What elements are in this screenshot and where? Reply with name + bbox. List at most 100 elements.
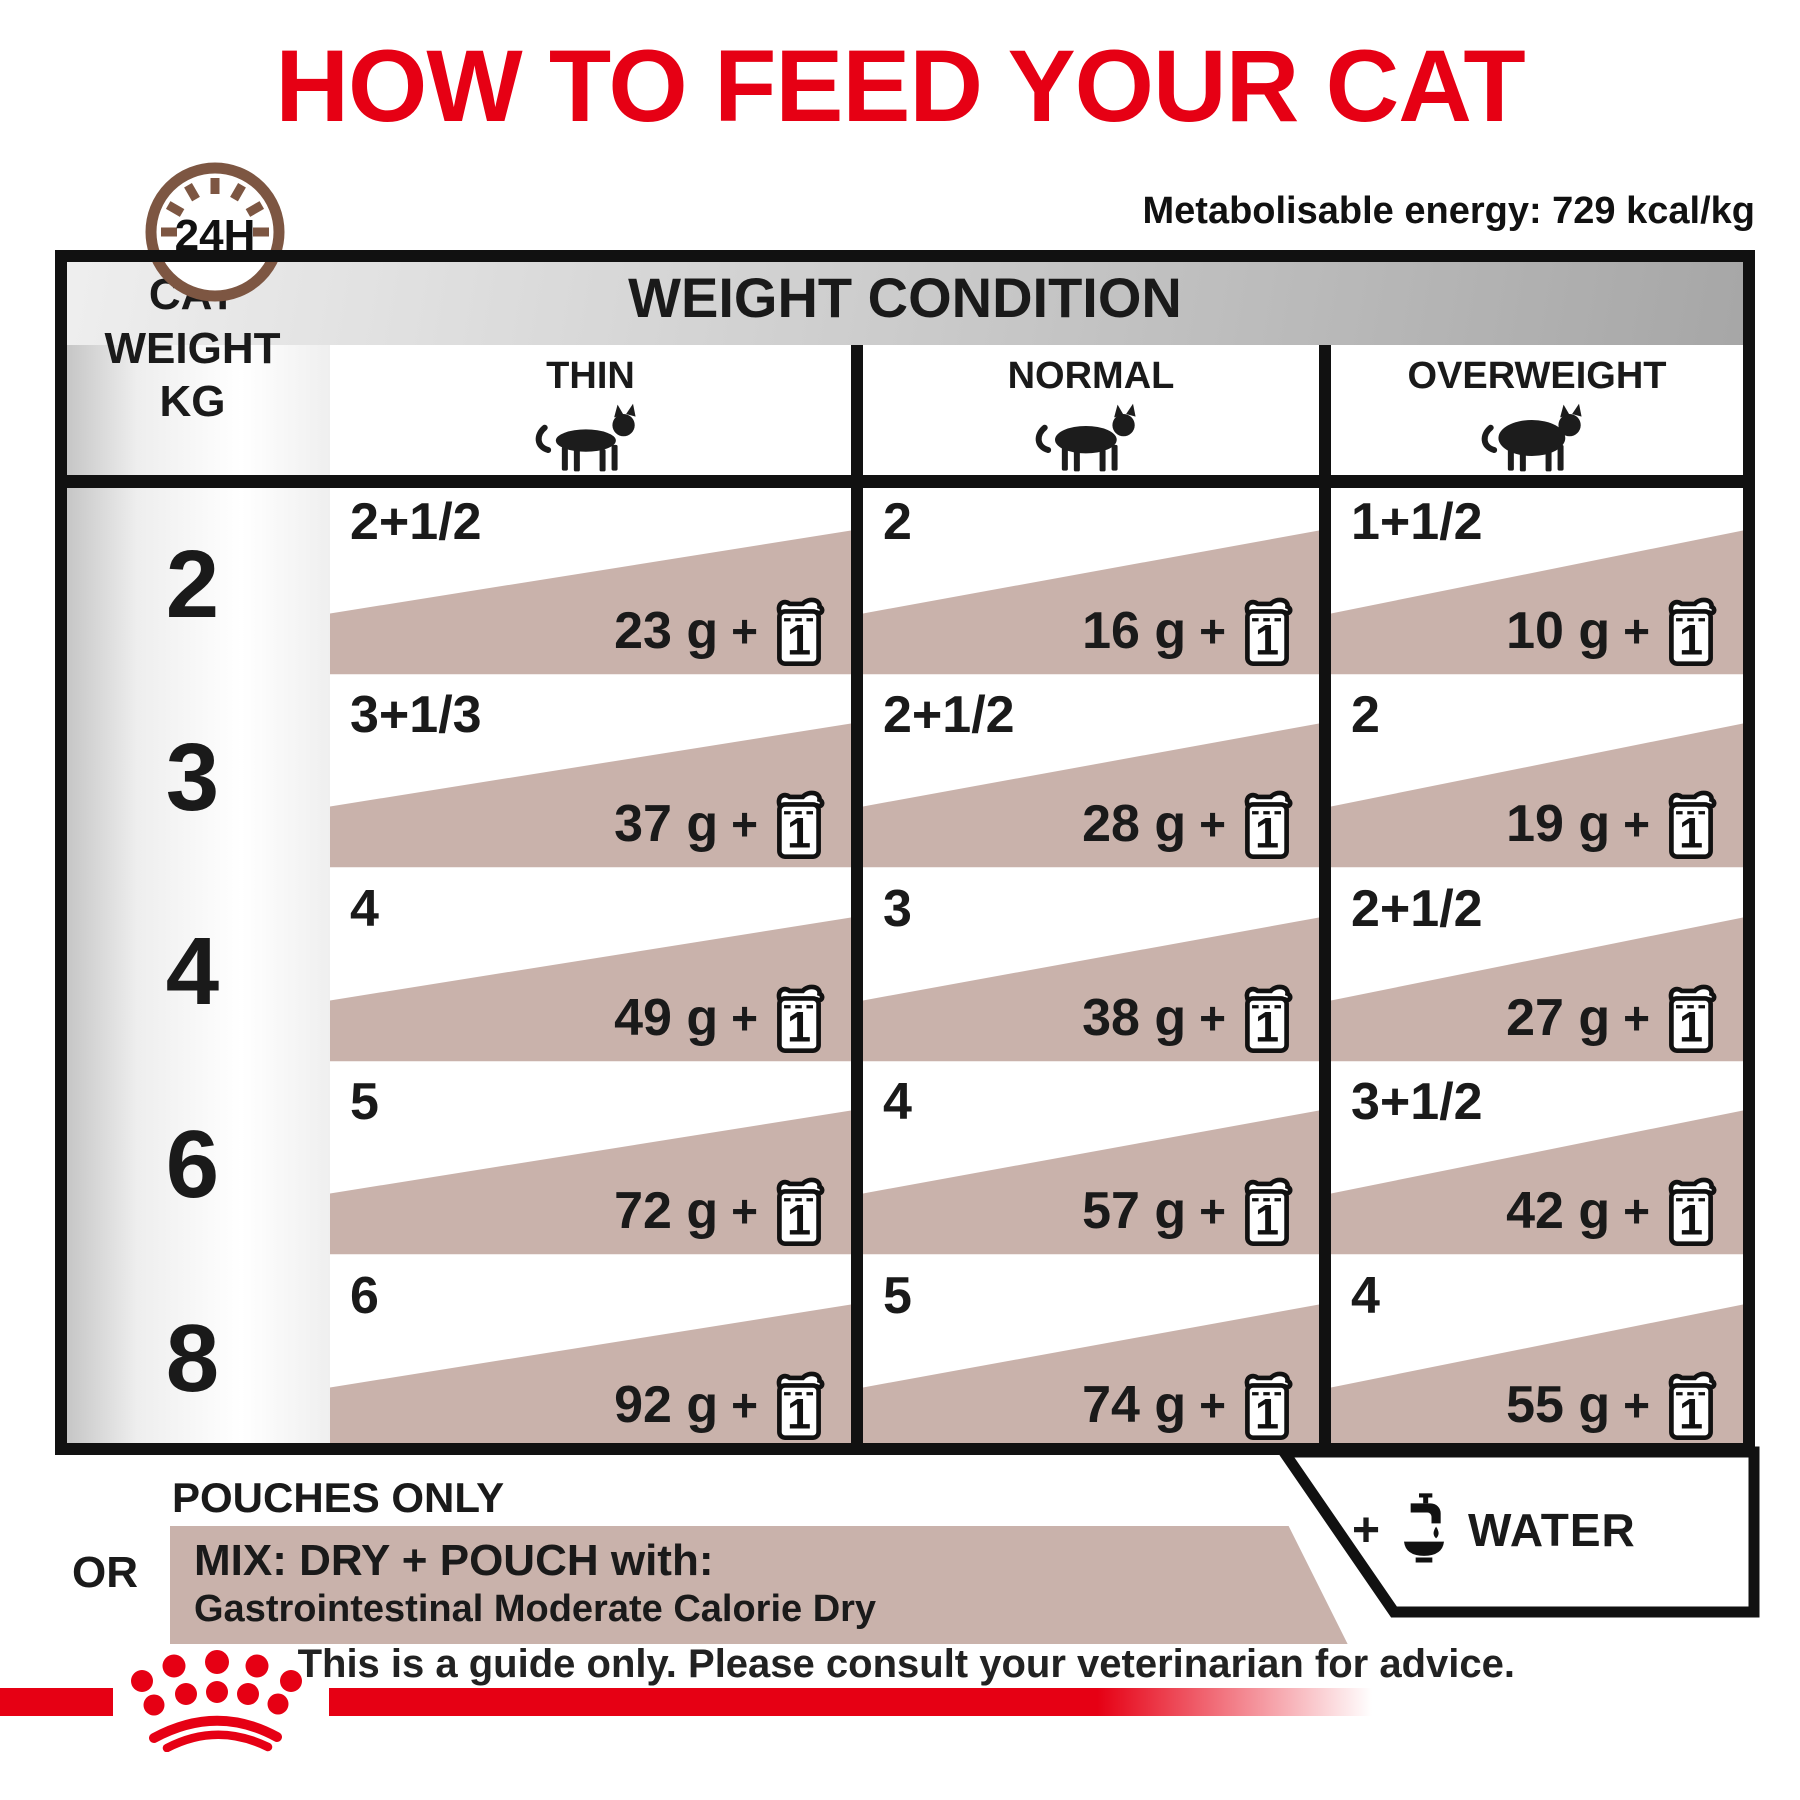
svg-text:1: 1: [1679, 1196, 1703, 1244]
grams-row: 72 g + 1: [614, 1169, 827, 1253]
grams-value: 28 g: [1082, 795, 1187, 853]
column-header-normal: NORMAL: [863, 345, 1319, 475]
metabolisable-energy-note: Metabolisable energy: 729 kcal/kg: [1142, 190, 1756, 232]
pouch-icon: 1: [1244, 1371, 1293, 1440]
grams-row: 49 g + 1: [614, 976, 827, 1060]
grams-value: 38 g: [1082, 989, 1187, 1047]
mix-dry-pouch-band: MIX: DRY + POUCH with: Gastrointestinal …: [170, 1526, 1348, 1644]
pouch-icon: 1: [776, 984, 825, 1053]
cat-weight-value: 4: [165, 917, 220, 1025]
column-divider-1: [851, 345, 863, 1455]
grams-row: 23 g + 1: [614, 589, 827, 673]
pouch-icon: 1: [1668, 597, 1717, 666]
pouch-icon: 1: [1244, 597, 1293, 666]
column-header-thin: THIN: [330, 345, 851, 475]
svg-text:1: 1: [1679, 1390, 1703, 1438]
weight-condition-header: WEIGHT CONDITION: [55, 250, 1755, 345]
table-row: 2 2+1/2 23 g + 1 2: [55, 488, 1755, 681]
svg-text:1: 1: [787, 616, 811, 664]
pouch-count: 2+1/2: [1351, 880, 1483, 938]
or-label: OR: [72, 1548, 138, 1597]
mix-instruction: MIX: DRY + POUCH with:: [194, 1536, 714, 1585]
cat-weight-value: 8: [165, 1304, 220, 1412]
feeding-cell-overweight: 1+1/2 10 g + 1: [1331, 488, 1743, 681]
grams-value: 92 g: [614, 1376, 719, 1434]
royal-canin-crown-logo: [131, 1650, 302, 1752]
24h-timer-icon: 24H: [145, 162, 285, 302]
pouch-count: 4: [883, 1073, 912, 1131]
plus-sign: +: [1199, 1185, 1226, 1237]
pouch-count: 5: [350, 1073, 379, 1131]
pouch-count: 3+1/3: [350, 686, 482, 744]
svg-text:1: 1: [1255, 809, 1279, 857]
svg-text:1: 1: [787, 809, 811, 857]
grams-value: 57 g: [1082, 1182, 1187, 1240]
grams-value: 42 g: [1506, 1182, 1611, 1240]
feeding-cell-normal: 4 57 g + 1: [863, 1068, 1319, 1261]
pouch-count: 2: [883, 493, 912, 551]
overweight-label: OVERWEIGHT: [1407, 355, 1667, 397]
grams-row: 42 g + 1: [1506, 1169, 1719, 1253]
grams-row: 10 g + 1: [1506, 589, 1719, 673]
feeding-cell-thin: 5 72 g + 1: [330, 1068, 851, 1261]
grams-row: 57 g + 1: [1082, 1169, 1295, 1253]
plus-sign: +: [731, 1379, 758, 1431]
overweight-cat-icon: [1481, 403, 1582, 472]
grams-value: 49 g: [614, 989, 719, 1047]
column-header-overweight: OVERWEIGHT: [1331, 345, 1743, 475]
pouch-count: 6: [350, 1267, 379, 1325]
pouches-only-label: POUCHES ONLY: [172, 1474, 505, 1521]
svg-text:1: 1: [1255, 616, 1279, 664]
subheader-divider-line: [55, 475, 1755, 488]
pouch-icon: 1: [776, 1177, 825, 1246]
feeding-cell-overweight: 2 19 g + 1: [1331, 681, 1743, 874]
grams-row: 27 g + 1: [1506, 976, 1719, 1060]
svg-text:1: 1: [1679, 809, 1703, 857]
grams-value: 74 g: [1082, 1376, 1187, 1434]
column-divider-2: [1319, 345, 1331, 1455]
cat-weight-value: 2: [165, 530, 220, 638]
pouch-count: 3: [883, 880, 912, 938]
plus-sign: +: [1623, 798, 1650, 850]
grams-value: 10 g: [1506, 602, 1611, 660]
cat-weight-value: 3: [165, 723, 220, 831]
pouch-icon: 1: [1668, 984, 1717, 1053]
pouch-count: 2: [1351, 686, 1380, 744]
pouch-icon: 1: [1244, 1177, 1293, 1246]
grams-value: 16 g: [1082, 602, 1187, 660]
disclaimer-text: This is a guide only. Please consult you…: [297, 1642, 1515, 1686]
grams-value: 72 g: [614, 1182, 719, 1240]
table-row: 3 3+1/3 37 g + 1 2+1/2: [55, 681, 1755, 874]
feeding-cell-thin: 4 49 g + 1: [330, 875, 851, 1068]
feeding-cell-normal: 2+1/2 28 g + 1: [863, 681, 1319, 874]
plus-sign: +: [1623, 1185, 1650, 1237]
svg-text:1: 1: [1255, 1390, 1279, 1438]
pouch-count: 4: [350, 880, 379, 938]
feeding-cell-overweight: 3+1/2 42 g + 1: [1331, 1068, 1743, 1261]
table-row: 8 6 92 g + 1 5: [55, 1262, 1755, 1455]
feeding-cell-overweight: 2+1/2 27 g + 1: [1331, 875, 1743, 1068]
pouch-count: 2+1/2: [350, 493, 482, 551]
grams-row: 37 g + 1: [614, 782, 827, 866]
pouch-count: 1+1/2: [1351, 493, 1483, 551]
pouch-icon: 1: [776, 597, 825, 666]
mix-product-name: Gastrointestinal Moderate Calorie Dry: [194, 1588, 877, 1630]
feeding-cell-overweight: 4 55 g + 1: [1331, 1262, 1743, 1455]
svg-text:1: 1: [1255, 1003, 1279, 1051]
pouch-count: 2+1/2: [883, 686, 1015, 744]
water-content: + WATER: [1352, 1490, 1636, 1570]
grams-value: 55 g: [1506, 1376, 1611, 1434]
table-border-right: [1743, 250, 1755, 1455]
svg-text:1: 1: [1255, 1196, 1279, 1244]
cat-weight-value: 6: [165, 1110, 220, 1218]
plus-sign: +: [1199, 798, 1226, 850]
grams-row: 28 g + 1: [1082, 782, 1295, 866]
grams-value: 27 g: [1506, 989, 1611, 1047]
plus-sign: +: [1199, 992, 1226, 1044]
grams-row: 16 g + 1: [1082, 589, 1295, 673]
feeding-table: WEIGHT CONDITION CAT WEIGHT KG THIN NORM…: [55, 250, 1755, 1455]
plus-sign: +: [731, 605, 758, 657]
water-plus-sign: +: [1352, 1503, 1381, 1557]
feeding-cell-thin: 3+1/3 37 g + 1: [330, 681, 851, 874]
